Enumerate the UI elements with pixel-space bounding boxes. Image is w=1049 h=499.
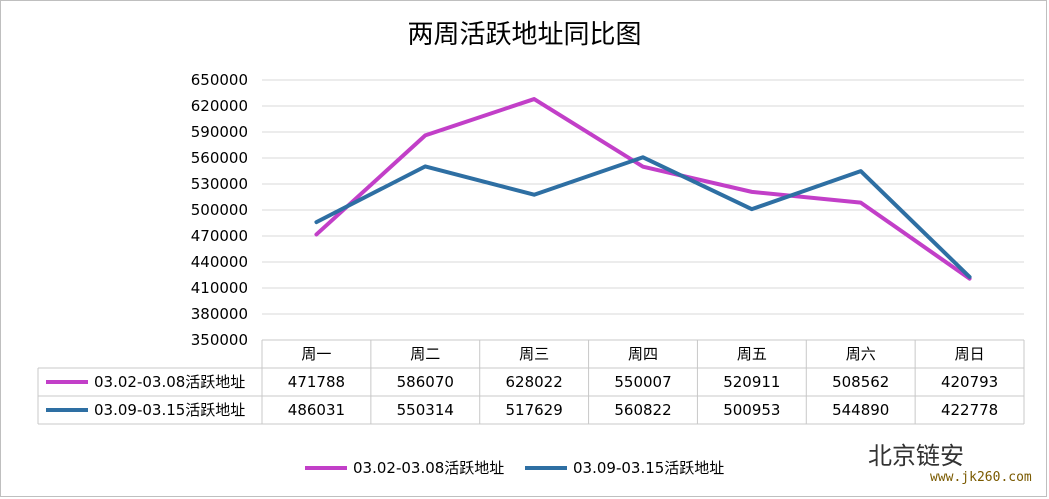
data-cell-value: 628022 <box>506 373 563 391</box>
data-cell-value: 508562 <box>832 373 889 391</box>
data-cell-value: 420793 <box>941 373 998 391</box>
series-line <box>314 155 972 279</box>
data-cell-value: 550314 <box>397 401 454 419</box>
chart-title: 两周活跃地址同比图 <box>407 20 642 50</box>
x-category-label: 周二 <box>410 345 440 363</box>
y-axis-ticks: 350000 380000 410000 440000 470000 500000 5300… <box>191 71 248 349</box>
data-cell-value: 586070 <box>397 373 454 391</box>
data-table: 周一 周二 周三 周四 周五 周六 周日 03.02-03.08活跃地址 471788 58607… <box>37 339 1025 425</box>
x-category-label: 周日 <box>955 345 985 363</box>
data-cell-value: 550007 <box>614 373 671 391</box>
y-tick-label: 410000 <box>191 279 248 297</box>
y-tick-label: 620000 <box>191 97 248 115</box>
y-tick-label: 440000 <box>191 253 248 271</box>
y-tick-label: 530000 <box>191 175 248 193</box>
legend-label: 03.09-03.15活跃地址 <box>573 459 724 477</box>
data-cell-value: 517629 <box>506 401 563 419</box>
watermark-url: www.jk260.com <box>930 470 1032 485</box>
x-category-label: 周六 <box>846 345 876 363</box>
y-tick-label: 350000 <box>191 331 248 349</box>
table-series-name: 03.09-03.15活跃地址 <box>94 401 245 419</box>
x-category-label: 周四 <box>628 345 658 363</box>
data-cell-value: 520911 <box>723 373 780 391</box>
series-lines <box>314 97 972 281</box>
grid-lines <box>262 79 1024 315</box>
data-cell-value: 560822 <box>614 401 671 419</box>
y-tick-label: 650000 <box>191 71 248 89</box>
x-category-label: 周三 <box>519 345 549 363</box>
data-cell-value: 500953 <box>723 401 780 419</box>
legend: 03.02-03.08活跃地址 03.09-03.15活跃地址 <box>305 459 724 477</box>
y-tick-label: 470000 <box>191 227 248 245</box>
table-series-name: 03.02-03.08活跃地址 <box>94 373 245 391</box>
series-line <box>314 97 972 281</box>
x-category-label: 周五 <box>737 345 767 363</box>
watermark-brand: 北京链安 <box>868 442 964 470</box>
x-category-label: 周一 <box>301 345 331 363</box>
legend-label: 03.02-03.08活跃地址 <box>353 459 504 477</box>
data-cell-value: 422778 <box>941 401 998 419</box>
y-tick-label: 500000 <box>191 201 248 219</box>
data-cell-value: 544890 <box>832 401 889 419</box>
data-cell-value: 471788 <box>288 373 345 391</box>
data-cell-value: 486031 <box>288 401 345 419</box>
y-tick-label: 380000 <box>191 305 248 323</box>
y-tick-label: 590000 <box>191 123 248 141</box>
y-tick-label: 560000 <box>191 149 248 167</box>
